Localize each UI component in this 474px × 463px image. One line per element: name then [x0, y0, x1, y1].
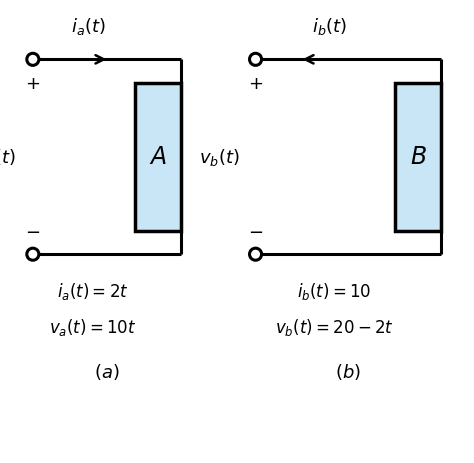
- Text: $(a)$: $(a)$: [94, 361, 120, 381]
- Text: $+$: $+$: [248, 75, 263, 93]
- Text: $v_b(t) = 20 - 2t$: $v_b(t) = 20 - 2t$: [275, 316, 394, 337]
- Text: $-$: $-$: [25, 222, 40, 240]
- Circle shape: [27, 249, 39, 261]
- Text: $A$: $A$: [149, 146, 167, 169]
- Circle shape: [27, 54, 39, 66]
- Text: $v_b(t)$: $v_b(t)$: [199, 147, 239, 168]
- Text: $(b)$: $(b)$: [336, 361, 361, 381]
- Text: $v_a(t)$: $v_a(t)$: [0, 147, 17, 168]
- Text: $i_a(t) = 2t$: $i_a(t) = 2t$: [57, 280, 129, 301]
- Text: $v_a(t) = 10t$: $v_a(t) = 10t$: [49, 316, 137, 337]
- Circle shape: [249, 249, 262, 261]
- Text: $i_b(t) = 10$: $i_b(t) = 10$: [297, 280, 372, 301]
- Circle shape: [249, 54, 262, 66]
- Text: $+$: $+$: [25, 75, 40, 93]
- Text: $i_a(t)$: $i_a(t)$: [71, 16, 106, 37]
- Text: $i_b(t)$: $i_b(t)$: [312, 16, 347, 37]
- Text: $-$: $-$: [248, 222, 263, 240]
- Text: $B$: $B$: [410, 146, 426, 169]
- Bar: [395, 83, 441, 232]
- Bar: [135, 83, 182, 232]
